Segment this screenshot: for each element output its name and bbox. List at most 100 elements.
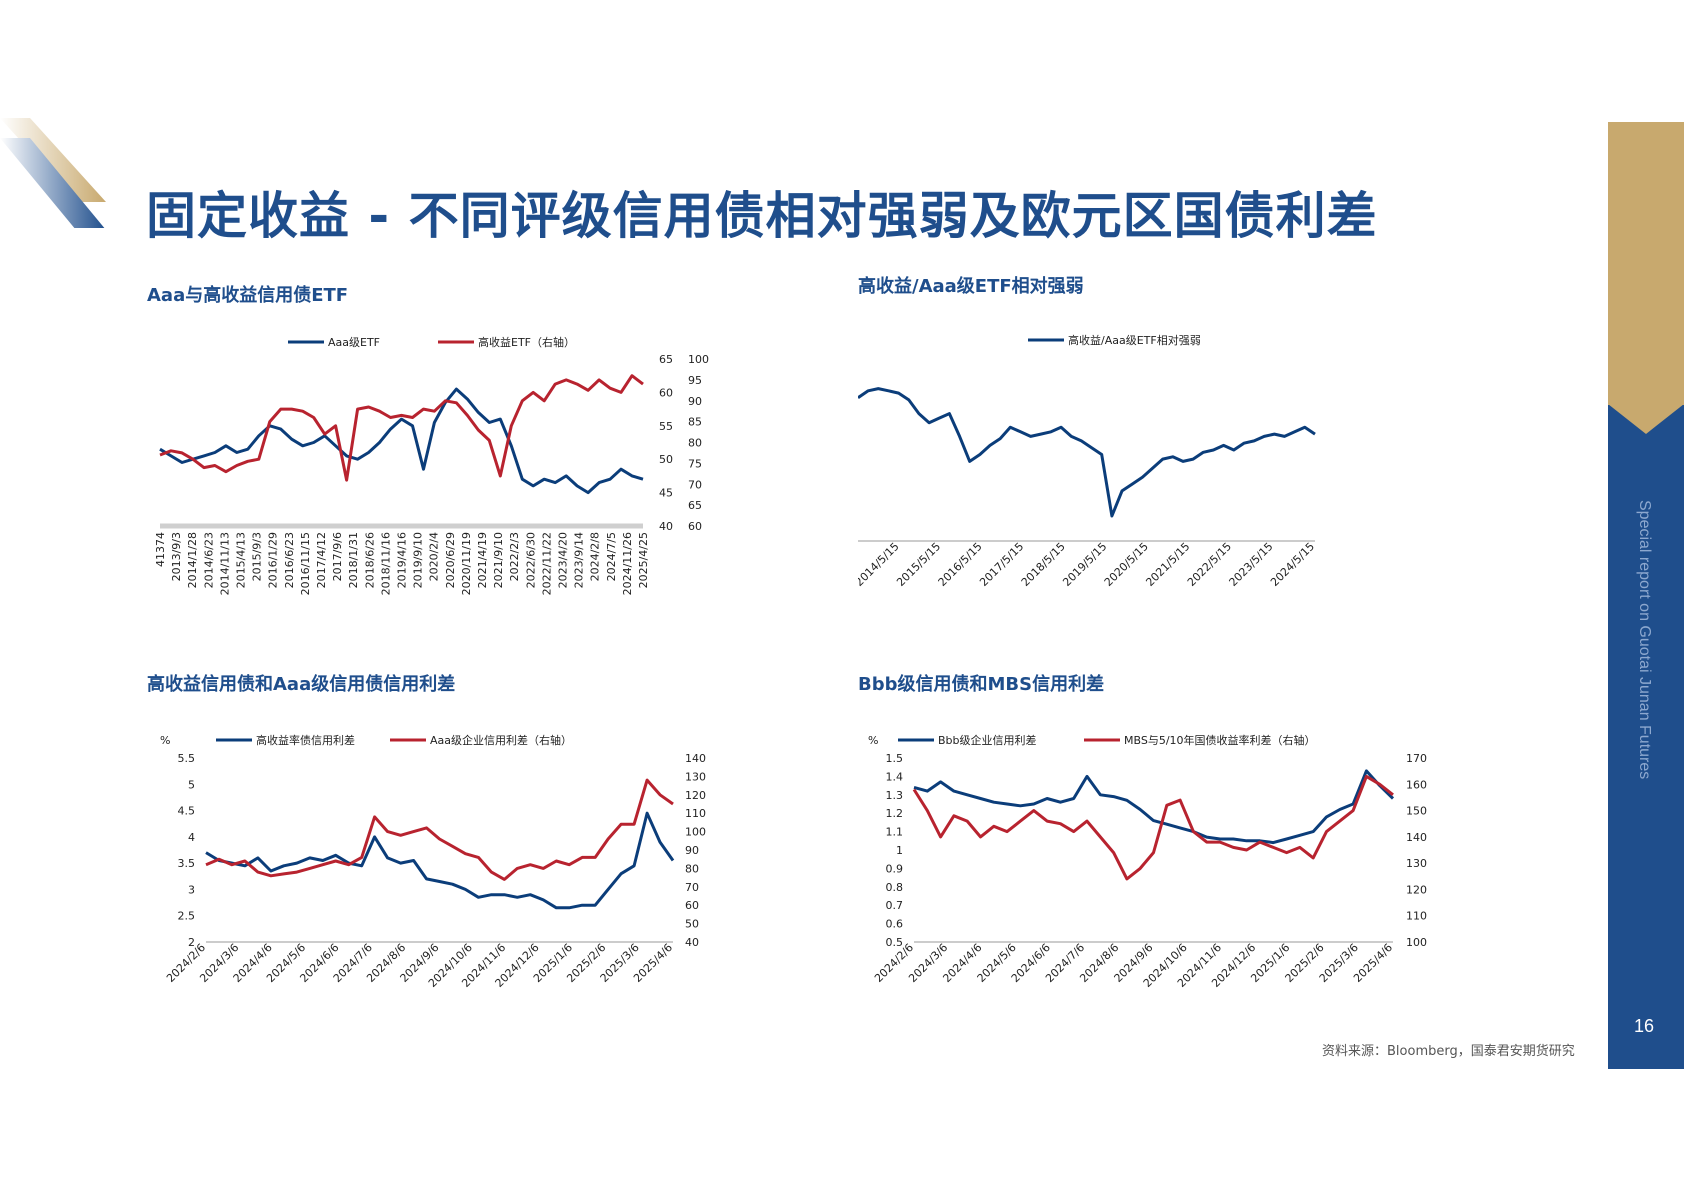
sidebar-notch	[1608, 404, 1684, 434]
x-tick-label: 2017/4/12	[315, 532, 328, 588]
y-right-tick-label: 95	[688, 374, 702, 387]
x-tick-label: 2014/11/13	[218, 532, 231, 595]
x-tick-label: 2016/6/23	[283, 532, 296, 588]
y-left-tick-label: 40	[659, 520, 673, 533]
legend-label: 高收益/Aaa级ETF相对强弱	[1068, 333, 1201, 347]
y-right-tick-label: 130	[1406, 857, 1427, 870]
x-tick-label: 2024/7/5	[605, 532, 618, 581]
chart4-subtitle: Bbb级信用债和MBS信用利差	[858, 674, 1105, 695]
x-tick-label: 2013/9/3	[170, 532, 183, 581]
x-tick-label: 2018/6/26	[363, 532, 376, 588]
sidebar-gold-block	[1608, 122, 1684, 405]
chart3-subtitle: 高收益信用债和Aaa级信用债信用利差	[147, 674, 456, 695]
x-tick-label: 2020/5/15	[1102, 540, 1151, 589]
x-tick-label: 2021/9/10	[492, 532, 505, 588]
series-line-1	[159, 387, 644, 495]
corner-chevron-logo	[0, 118, 106, 228]
right-sidebar	[1608, 0, 1684, 1191]
y-left-tick-label: 45	[659, 487, 673, 500]
y-left-tick-label: 5.5	[178, 752, 196, 765]
x-tick-label: 2019/9/10	[412, 532, 425, 588]
y-right-tick-label: 80	[685, 862, 699, 875]
legend-label: 高收益率债信用利差	[256, 733, 355, 747]
x-tick-label: 2022/11/22	[540, 532, 553, 595]
y-right-tick-label: 110	[1406, 910, 1427, 923]
y-right-tick-label: 90	[688, 395, 702, 408]
chart-hy-aaa-spread: 高收益率债信用利差 Aaa级企业信用利差（右轴）% 2 2.5 3 3.5 4 4.5 5 5.5…	[160, 733, 706, 990]
y-right-tick-label: 90	[685, 844, 699, 857]
series-line-2	[912, 774, 1394, 881]
y-right-tick-label: 50	[685, 918, 699, 931]
y-left-tick-label: 55	[659, 420, 673, 433]
series-line-2	[159, 374, 644, 482]
x-tick-label: 2014/6/23	[202, 532, 215, 588]
y-left-tick-label: 0.8	[886, 881, 904, 894]
sidebar-blue-block	[1608, 405, 1684, 1069]
chart-hy-aaa-ratio: 高收益/Aaa级ETF相对强弱1.21.31.41.51.61.71.81.92…	[858, 333, 1317, 589]
y-left-tick-label: 0.5	[886, 936, 904, 949]
x-tick-label: 2014/1/28	[186, 532, 199, 588]
y-left-tick-label: 1.4	[886, 770, 904, 783]
y-right-tick-label: 40	[685, 936, 699, 949]
series-line-1	[913, 769, 1395, 845]
x-tick-label: 2024/11/26	[621, 532, 634, 595]
y-right-tick-label: 120	[685, 789, 706, 802]
y-left-tick-label: 50	[659, 453, 673, 466]
y-right-tick-label: 65	[688, 499, 702, 512]
x-tick-label: 2019/5/15	[1060, 540, 1109, 589]
x-tick-label: 2016/5/15	[936, 540, 985, 589]
y-right-tick-label: 140	[1406, 831, 1427, 844]
y-left-tick-label: 0.9	[886, 862, 904, 875]
legend-label: Bbb级企业信用利差	[938, 733, 1037, 747]
y-right-tick-label: 130	[685, 770, 706, 783]
series-line-1	[858, 387, 1316, 518]
x-tick-label: 2018/5/15	[1019, 540, 1068, 589]
unit-label: %	[160, 734, 170, 747]
y-left-tick-label: 3.5	[178, 857, 196, 870]
x-tick-label: 2020/6/29	[444, 532, 457, 588]
y-left-tick-label: 5	[188, 778, 195, 791]
y-right-tick-label: 160	[1406, 778, 1427, 791]
y-left-tick-label: 1.1	[886, 826, 904, 839]
chart2-subtitle: 高收益/Aaa级ETF相对强弱	[858, 276, 1084, 297]
x-tick-label: 2020/11/19	[460, 532, 473, 595]
page-title: 固定收益 - 不同评级信用债相对强弱及欧元区国债利差	[146, 187, 1378, 245]
y-right-tick-label: 85	[688, 416, 702, 429]
page-number: 16	[1634, 1016, 1655, 1036]
y-right-tick-label: 140	[685, 752, 706, 765]
x-tick-label: 2024/2/8	[589, 532, 602, 581]
y-left-tick-label: 4.5	[178, 805, 196, 818]
y-left-tick-label: 1.5	[886, 752, 904, 765]
series-line-2	[205, 778, 674, 881]
legend-label: Aaa级企业信用利差（右轴）	[430, 733, 572, 747]
y-left-tick-label: 2.5	[178, 910, 196, 923]
y-left-tick-label: 3	[188, 883, 195, 896]
x-tick-label: 2023/4/20	[557, 532, 570, 588]
x-tick-label: 2018/1/31	[347, 532, 360, 588]
chart-bbb-mbs-spread: Bbb级企业信用利差 MBS与5/10年国债收益率利差（右轴）% 0.5 0.6 0.7…	[868, 733, 1427, 990]
unit-label: %	[868, 734, 878, 747]
x-tick-label: 2018/11/16	[379, 532, 392, 595]
legend-label: MBS与5/10年国债收益率利差（右轴）	[1124, 733, 1316, 747]
x-tick-label: 2023/5/15	[1226, 540, 1275, 589]
y-left-tick-label: 60	[659, 386, 673, 399]
y-right-tick-label: 60	[685, 899, 699, 912]
legend-label: Aaa级ETF	[328, 336, 380, 349]
y-right-tick-label: 100	[688, 353, 709, 366]
y-right-tick-label: 110	[685, 807, 706, 820]
y-right-tick-label: 170	[1406, 752, 1427, 765]
series-line-1	[205, 811, 675, 910]
y-left-tick-label: 0.7	[886, 899, 904, 912]
x-tick-label: 2022/2/3	[508, 532, 521, 581]
y-right-tick-label: 120	[1406, 883, 1427, 896]
x-tick-label: 2022/5/15	[1185, 540, 1234, 589]
x-tick-label: 2015/4/13	[235, 532, 248, 588]
x-tick-label: 2020/2/4	[428, 532, 441, 581]
x-tick-label: 2019/4/16	[396, 532, 409, 588]
y-right-tick-label: 75	[688, 457, 702, 470]
y-left-tick-label: 4	[188, 831, 195, 844]
y-left-tick-label: 1.3	[886, 789, 904, 802]
y-right-tick-label: 100	[685, 826, 706, 839]
x-tick-label: 2017/9/6	[331, 532, 344, 581]
y-left-tick-label: 1.2	[886, 807, 904, 820]
